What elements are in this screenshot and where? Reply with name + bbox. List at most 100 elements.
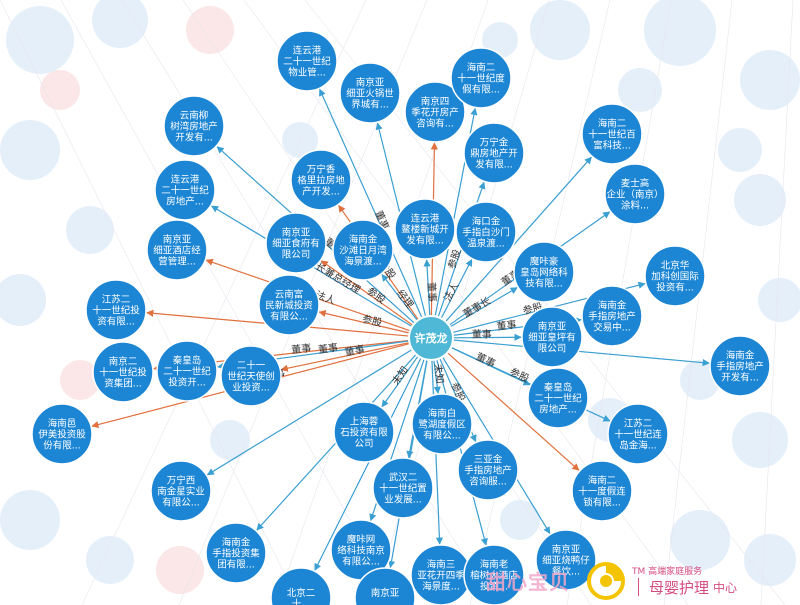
- company-node[interactable]: 海南三亚花开四季海景度...: [410, 544, 472, 605]
- company-node[interactable]: 万宁香格里拉房地产开发...: [290, 149, 352, 211]
- edge-label: 董事: [291, 341, 312, 356]
- company-node-circle: [156, 340, 218, 402]
- company-node-label: 三亚金: [474, 454, 503, 466]
- company-node[interactable]: 云南富民新城投资有限公...: [258, 274, 320, 336]
- company-node[interactable]: 麦士高企业（南京）涂料...: [604, 163, 666, 225]
- company-node-circle: [521, 306, 583, 368]
- company-node[interactable]: 万宁西南金星实业有限公...: [150, 460, 212, 522]
- background-dot: [734, 174, 786, 226]
- company-node-circle: [220, 345, 282, 407]
- company-node-circle: [571, 460, 633, 522]
- company-node[interactable]: 江苏二十一世纪连岛金海...: [607, 403, 669, 465]
- company-node-label: 格里拉房地: [297, 175, 345, 187]
- company-node-label: 十一世纪投: [99, 367, 147, 379]
- company-node-circle: [450, 47, 512, 109]
- company-node[interactable]: 海南金手指房地产开发有...: [709, 335, 771, 397]
- edge-line: [320, 260, 414, 326]
- company-node-label: 技有限...: [525, 278, 563, 290]
- company-node-label: 江苏二: [102, 294, 131, 306]
- company-node-label: 涂料...: [621, 200, 649, 212]
- company-node-label: 手指白沙门: [462, 227, 510, 239]
- company-node-label: 季花开房产: [411, 107, 459, 119]
- company-node[interactable]: 二十一世纪天使创业投资...: [220, 345, 282, 407]
- company-node[interactable]: 海南二十一世纪度假有限...: [450, 47, 512, 109]
- company-node[interactable]: 连云港鳌楼新城开发有限...: [394, 198, 456, 260]
- company-node-label: 上海蓉: [350, 416, 379, 428]
- company-node[interactable]: 海南白鹭湖度假区有限公...: [411, 393, 473, 455]
- company-node[interactable]: 三亚金手指房地产咨询服...: [457, 439, 519, 501]
- company-node[interactable]: 南京亚细亚酒店经营管理...: [146, 219, 208, 281]
- company-node[interactable]: 海南二十一度假连锁有限...: [571, 460, 633, 522]
- company-node[interactable]: 魔咔豪皇岛网络科技有限...: [513, 241, 575, 303]
- company-node-label: 房地产...: [166, 196, 204, 208]
- background-dot: [500, 500, 540, 540]
- watermark-brand-text: 母婴护理: [649, 578, 710, 597]
- company-node-label: 有限公...: [342, 556, 380, 568]
- company-node-label: 有限公...: [162, 497, 200, 509]
- watermark: 甜心宝贝 TM 高端家庭服务 母婴护理 中心: [478, 556, 800, 605]
- company-node-label: 南金星实业: [157, 486, 205, 498]
- company-node[interactable]: 海南金手指投资集团有限...: [205, 522, 267, 584]
- company-node-label: 二十一世纪: [283, 56, 331, 68]
- company-node-label: 海南二: [467, 62, 496, 74]
- background-web-line: [0, 0, 301, 605]
- company-node-circle: [92, 341, 154, 403]
- company-node[interactable]: 连云港二十一世纪房地产...: [154, 159, 216, 221]
- company-node[interactable]: 海南老榕树大酒店投资...: [463, 544, 525, 605]
- company-node-circle: [463, 544, 525, 605]
- company-node-label: 发有限...: [475, 159, 513, 171]
- company-node-label: 秦皇岛: [173, 355, 202, 367]
- company-node[interactable]: 南京亚细亚火锅世界城有...: [339, 62, 401, 124]
- company-node[interactable]: 北京二十...: [270, 567, 332, 605]
- background-dot: [210, 420, 250, 460]
- company-node-label: 资有限...: [97, 316, 135, 328]
- company-node-label: 业投资...: [232, 382, 270, 394]
- company-node-circle: [31, 403, 93, 465]
- background-web-line: [469, 0, 611, 605]
- company-node[interactable]: 南京二十一世纪投资集团...: [92, 341, 154, 403]
- watermark-separator: [638, 578, 639, 596]
- company-node[interactable]: 南京亚...: [354, 567, 416, 605]
- background-dot: [86, 536, 134, 584]
- company-node[interactable]: 海南金沙滩日月湾海景渡...: [332, 219, 394, 281]
- company-node[interactable]: 北京华加科创国际投资有...: [644, 245, 706, 307]
- company-node[interactable]: 海南二十一世纪百富科技...: [581, 103, 643, 165]
- company-node[interactable]: 海南金手指房地产交易中...: [581, 285, 643, 347]
- company-node[interactable]: 云南柳树湾房地产开发有...: [163, 95, 225, 157]
- company-node[interactable]: 南京四季花开房产咨询有...: [404, 81, 466, 143]
- company-node[interactable]: 武汉二十一世纪置业发展...: [372, 457, 434, 519]
- company-node-label: 资集团...: [104, 378, 142, 390]
- company-node[interactable]: 连云港二十一世纪物业管...: [276, 30, 338, 92]
- company-node-label: 二十一世纪: [534, 393, 582, 405]
- background-dot: [740, 50, 800, 110]
- company-node-label: 温泉渡...: [467, 238, 505, 250]
- edge-label: 参股: [361, 312, 383, 329]
- company-node-label: 海景度...: [422, 581, 460, 593]
- edge-line: [423, 259, 431, 317]
- company-node-label: 伊美投资股: [38, 429, 86, 441]
- company-node-label: 限公司: [282, 250, 311, 261]
- company-node-label: 份有限...: [43, 440, 81, 452]
- company-node-label: 公司: [354, 439, 373, 450]
- company-node[interactable]: 江苏二十一世纪投资有限...: [85, 279, 147, 341]
- center-node[interactable]: 许茂龙: [408, 315, 454, 361]
- company-node[interactable]: 海口金手指白沙门温泉渡...: [455, 201, 517, 263]
- company-node-label: 企业（南京）: [606, 189, 663, 201]
- company-node-label: 魔咔豪: [530, 256, 559, 268]
- company-node-label: 细亚火锅世: [346, 88, 394, 100]
- company-node-circle: [709, 335, 771, 397]
- company-node[interactable]: 秦皇岛二十一世纪房地产...: [527, 367, 589, 429]
- company-node[interactable]: 南京亚细亚烧鸭仔餐饮...: [535, 529, 597, 591]
- company-node[interactable]: 万宁金鼎房地产开发有限...: [463, 122, 525, 184]
- company-node-label: 发有限...: [406, 235, 444, 247]
- company-node-label: 石投资有限: [340, 427, 388, 439]
- company-node-label: 手指投资集: [212, 548, 260, 560]
- edge-line: [206, 348, 413, 476]
- company-node[interactable]: 秦皇岛二十一世纪投资开...: [156, 340, 218, 402]
- company-node-label: 南京亚: [552, 544, 581, 556]
- company-node[interactable]: 海南邑伊美投资股份有限...: [31, 403, 93, 465]
- company-node-label: 十一世纪置: [379, 483, 427, 495]
